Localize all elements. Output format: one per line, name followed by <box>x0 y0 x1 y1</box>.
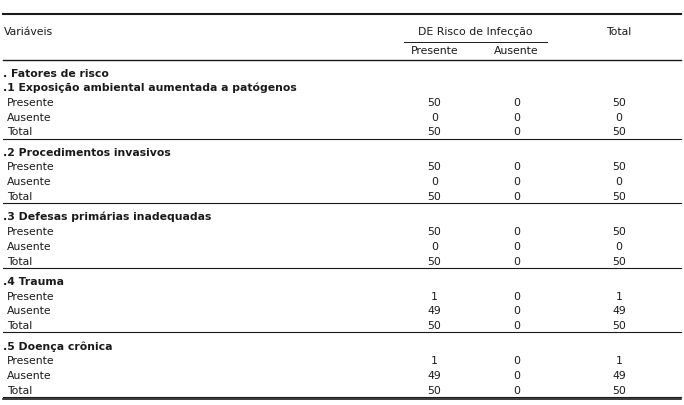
Text: 50: 50 <box>428 192 441 202</box>
Text: Ausente: Ausente <box>7 177 51 187</box>
Text: . Fatores de risco: . Fatores de risco <box>3 69 109 79</box>
Text: 49: 49 <box>428 307 441 316</box>
Text: 0: 0 <box>513 128 520 137</box>
Text: .3 Defesas primárias inadequadas: .3 Defesas primárias inadequadas <box>3 212 212 222</box>
Text: .4 Trauma: .4 Trauma <box>3 277 64 287</box>
Text: Presente: Presente <box>7 227 55 237</box>
Text: 0: 0 <box>431 113 438 123</box>
Text: Variáveis: Variáveis <box>3 27 53 36</box>
Text: Presente: Presente <box>7 356 55 366</box>
Text: 0: 0 <box>513 307 520 316</box>
Text: Total: Total <box>7 128 32 137</box>
Text: 0: 0 <box>513 227 520 237</box>
Text: 50: 50 <box>612 257 626 266</box>
Text: 0: 0 <box>513 371 520 381</box>
Text: 0: 0 <box>431 177 438 187</box>
Text: Presente: Presente <box>410 46 458 55</box>
Text: 1: 1 <box>431 292 438 302</box>
Text: 50: 50 <box>612 321 626 331</box>
Text: 0: 0 <box>513 242 520 252</box>
Text: 50: 50 <box>612 386 626 396</box>
Text: 0: 0 <box>513 113 520 123</box>
Text: 1: 1 <box>616 356 622 366</box>
Text: 0: 0 <box>513 257 520 266</box>
Text: Total: Total <box>7 192 32 202</box>
Text: 0: 0 <box>513 386 520 396</box>
Text: 50: 50 <box>428 386 441 396</box>
Text: 50: 50 <box>428 162 441 173</box>
Text: Ausente: Ausente <box>7 113 51 123</box>
Text: Ausente: Ausente <box>7 307 51 316</box>
Text: 0: 0 <box>431 242 438 252</box>
Text: 49: 49 <box>612 371 626 381</box>
Text: 50: 50 <box>612 227 626 237</box>
Text: 50: 50 <box>612 98 626 108</box>
Text: 49: 49 <box>612 307 626 316</box>
Text: DE Risco de Infecção: DE Risco de Infecção <box>418 27 533 36</box>
Text: Presente: Presente <box>7 98 55 108</box>
Text: .1 Exposição ambiental aumentada a patógenos: .1 Exposição ambiental aumentada a patóg… <box>3 83 297 93</box>
Text: Total: Total <box>607 27 631 36</box>
Text: Ausente: Ausente <box>494 46 539 55</box>
Text: 1: 1 <box>616 292 622 302</box>
Text: .5 Doença crônica: .5 Doença crônica <box>3 341 113 352</box>
Text: 1: 1 <box>431 356 438 366</box>
Text: 0: 0 <box>513 356 520 366</box>
Text: Total: Total <box>7 386 32 396</box>
Text: 0: 0 <box>513 292 520 302</box>
Text: Presente: Presente <box>7 162 55 173</box>
Text: 0: 0 <box>616 113 622 123</box>
Text: 0: 0 <box>616 177 622 187</box>
Text: 50: 50 <box>428 321 441 331</box>
Text: Total: Total <box>7 321 32 331</box>
Text: 49: 49 <box>428 371 441 381</box>
Text: 0: 0 <box>513 321 520 331</box>
Text: 50: 50 <box>428 227 441 237</box>
Text: 0: 0 <box>513 177 520 187</box>
Text: Ausente: Ausente <box>7 371 51 381</box>
Text: 0: 0 <box>513 162 520 173</box>
Text: 50: 50 <box>612 162 626 173</box>
Text: 0: 0 <box>513 192 520 202</box>
Text: 50: 50 <box>428 98 441 108</box>
Text: 50: 50 <box>612 192 626 202</box>
Text: Ausente: Ausente <box>7 242 51 252</box>
Text: 0: 0 <box>513 98 520 108</box>
Text: .2 Procedimentos invasivos: .2 Procedimentos invasivos <box>3 148 171 158</box>
Text: 50: 50 <box>612 128 626 137</box>
Text: 50: 50 <box>428 128 441 137</box>
Text: 0: 0 <box>616 242 622 252</box>
Text: 50: 50 <box>428 257 441 266</box>
Text: Total: Total <box>7 257 32 266</box>
Text: Presente: Presente <box>7 292 55 302</box>
